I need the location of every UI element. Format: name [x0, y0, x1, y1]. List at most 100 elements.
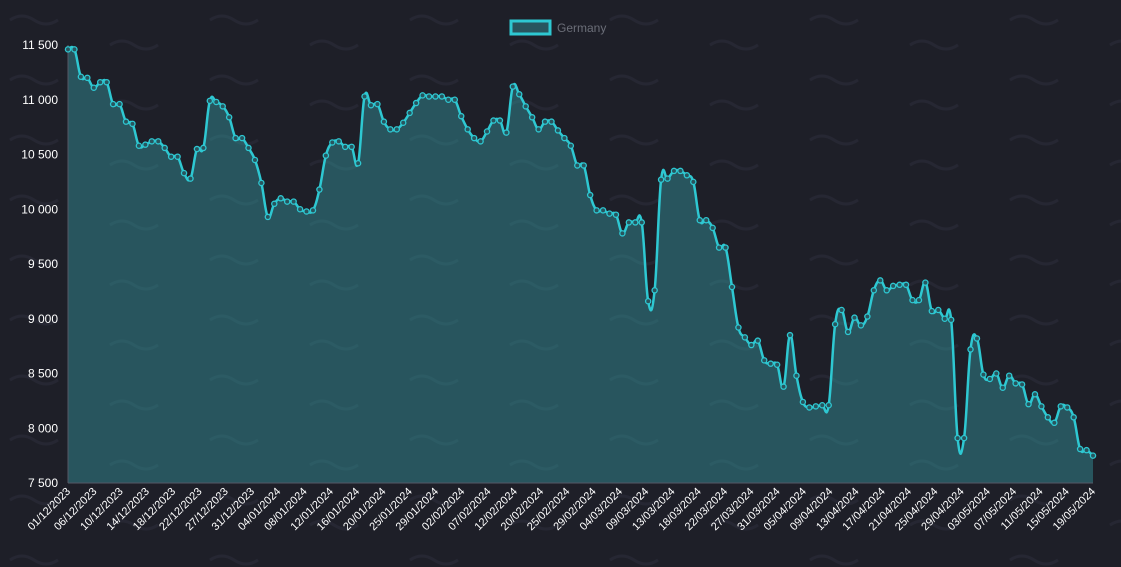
data-point[interactable] [657, 176, 665, 183]
data-point[interactable] [812, 403, 820, 410]
data-point[interactable] [993, 370, 1000, 377]
data-point[interactable] [361, 93, 368, 100]
data-point[interactable] [954, 434, 961, 442]
data-point[interactable] [748, 341, 755, 349]
data-point[interactable] [535, 126, 542, 133]
data-point[interactable] [780, 383, 787, 390]
data-point[interactable] [470, 134, 478, 142]
data-point[interactable] [1005, 372, 1013, 379]
data-point[interactable] [251, 156, 259, 164]
data-point[interactable] [445, 96, 452, 104]
data-point[interactable] [754, 337, 762, 344]
data-point[interactable] [877, 277, 884, 284]
data-point[interactable] [825, 402, 832, 409]
data-point[interactable] [84, 74, 91, 82]
data-point[interactable] [1044, 414, 1052, 421]
data-point[interactable] [155, 138, 162, 145]
data-point[interactable] [425, 93, 433, 100]
data-point[interactable] [838, 306, 845, 314]
data-point[interactable] [889, 282, 897, 290]
data-point[interactable] [264, 213, 272, 221]
data-point[interactable] [1070, 414, 1077, 421]
data-point[interactable] [947, 316, 955, 324]
data-point[interactable] [922, 279, 929, 286]
data-point[interactable] [374, 100, 381, 108]
data-point[interactable] [999, 384, 1006, 391]
data-point[interactable] [335, 138, 343, 145]
data-point[interactable] [174, 153, 181, 160]
data-point[interactable] [670, 167, 678, 175]
data-point[interactable] [1031, 391, 1039, 398]
data-point[interactable] [258, 179, 265, 187]
data-point[interactable] [709, 224, 716, 232]
data-point[interactable] [902, 281, 910, 289]
data-point[interactable] [1089, 452, 1097, 459]
data-point[interactable] [348, 143, 355, 151]
data-point[interactable] [786, 331, 794, 339]
data-point[interactable] [219, 103, 226, 110]
data-point[interactable] [967, 346, 974, 353]
data-point[interactable] [696, 216, 704, 224]
data-point[interactable] [915, 296, 923, 304]
data-point[interactable] [632, 219, 639, 226]
data-point[interactable] [380, 118, 388, 125]
data-point[interactable] [793, 372, 800, 379]
data-point[interactable] [1057, 403, 1065, 410]
data-point[interactable] [509, 83, 517, 90]
data-point[interactable] [412, 99, 420, 107]
data-point[interactable] [109, 100, 117, 108]
data-point[interactable] [1018, 381, 1026, 388]
data-point[interactable] [619, 230, 626, 237]
data-point[interactable] [799, 398, 807, 406]
data-point[interactable] [702, 216, 710, 224]
data-point[interactable] [457, 112, 465, 120]
data-point[interactable] [64, 46, 72, 53]
data-point[interactable] [651, 287, 658, 294]
data-point[interactable] [180, 169, 188, 177]
data-point[interactable] [561, 134, 568, 142]
data-point[interactable] [90, 84, 98, 91]
data-point[interactable] [200, 144, 207, 152]
data-point[interactable] [593, 207, 600, 214]
data-point[interactable] [129, 120, 136, 128]
data-point[interactable] [1063, 404, 1071, 411]
data-point[interactable] [206, 97, 214, 105]
data-point[interactable] [664, 175, 671, 182]
data-point[interactable] [77, 73, 85, 81]
data-point[interactable] [818, 402, 826, 409]
data-point[interactable] [980, 371, 987, 378]
legend[interactable]: Germany [509, 19, 606, 36]
data-point[interactable] [483, 128, 491, 135]
legend-swatch[interactable] [509, 19, 552, 36]
data-point[interactable] [683, 172, 691, 179]
data-point[interactable] [290, 198, 297, 205]
data-point[interactable] [574, 162, 581, 169]
data-point[interactable] [548, 118, 555, 125]
data-point[interactable] [245, 144, 252, 152]
data-point[interactable] [438, 93, 446, 100]
data-point[interactable] [522, 103, 529, 110]
data-point[interactable] [973, 335, 981, 342]
data-point[interactable] [870, 287, 878, 294]
data-point[interactable] [393, 126, 401, 133]
data-point[interactable] [741, 334, 749, 341]
data-point[interactable] [599, 207, 607, 214]
data-point[interactable] [606, 210, 613, 217]
data-point[interactable] [844, 328, 852, 336]
data-point[interactable] [864, 313, 871, 320]
data-point[interactable] [135, 142, 143, 149]
data-point[interactable] [296, 205, 304, 213]
data-point[interactable] [935, 306, 942, 314]
data-point[interactable] [580, 162, 587, 169]
data-point[interactable] [735, 324, 742, 331]
data-point[interactable] [1051, 419, 1058, 427]
data-point[interactable] [941, 315, 948, 322]
data-point[interactable] [116, 100, 123, 108]
data-point[interactable] [960, 434, 968, 442]
data-point[interactable] [277, 195, 284, 202]
legend-label[interactable]: Germany [557, 21, 606, 35]
data-point[interactable] [193, 145, 201, 153]
data-point[interactable] [554, 127, 562, 134]
data-point[interactable] [760, 357, 768, 364]
data-point[interactable] [909, 296, 916, 304]
